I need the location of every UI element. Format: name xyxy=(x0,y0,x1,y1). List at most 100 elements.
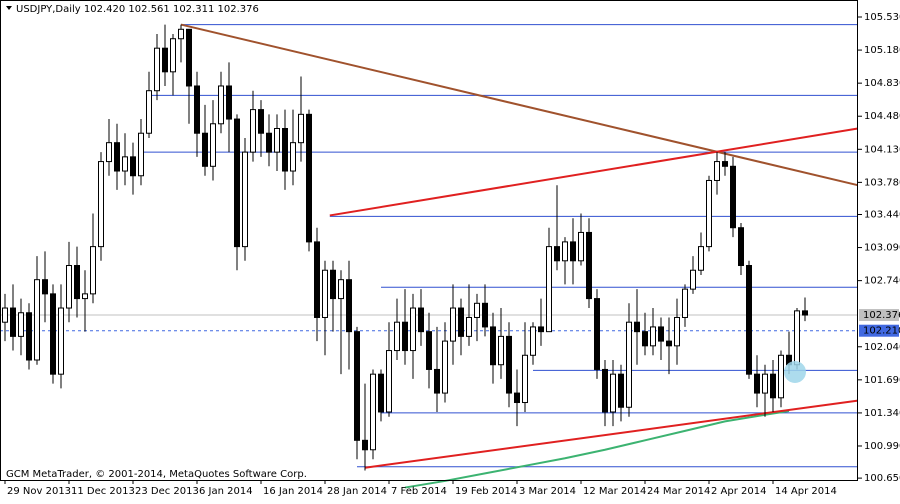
candle-body xyxy=(178,28,184,40)
trendline xyxy=(329,127,858,217)
candle-body xyxy=(658,326,664,342)
candle-body xyxy=(362,439,368,451)
x-tick-label: 11 Dec 2013 xyxy=(71,486,135,497)
candle-body xyxy=(602,368,608,413)
candle-body xyxy=(386,350,392,413)
candle-body xyxy=(762,373,768,394)
candle-body xyxy=(650,326,656,347)
x-tick-label: 3 Mar 2014 xyxy=(519,486,576,497)
candle-body xyxy=(378,373,384,413)
candle-body xyxy=(466,316,472,337)
x-tick-label: 28 Jan 2014 xyxy=(327,486,387,497)
candle-body xyxy=(538,326,544,333)
x-tick-label: 2 Apr 2014 xyxy=(711,486,766,497)
candle-body xyxy=(10,307,16,337)
candle-body xyxy=(418,307,424,333)
candle-body xyxy=(642,331,648,347)
x-tick-label: 19 Feb 2014 xyxy=(455,486,517,497)
candle-body xyxy=(162,47,168,73)
candle-body xyxy=(498,335,504,366)
candle-body xyxy=(194,85,200,134)
candle-body xyxy=(402,321,408,352)
candle-body xyxy=(770,373,776,399)
candle-body xyxy=(154,47,160,92)
price-box-label: 102.376 xyxy=(863,310,900,321)
candle-body xyxy=(746,265,752,375)
candle-body xyxy=(474,302,480,318)
candle-body xyxy=(50,293,56,375)
menu-arrow[interactable] xyxy=(6,6,12,10)
candle-body xyxy=(202,132,208,167)
candle-body xyxy=(442,340,448,394)
candle-body xyxy=(778,354,784,399)
candle-body xyxy=(570,241,576,262)
candle-body xyxy=(522,354,528,404)
x-tick-label: 7 Feb 2014 xyxy=(391,486,447,497)
candle-body xyxy=(490,326,496,366)
candle-body xyxy=(514,392,520,404)
candle-body xyxy=(370,373,376,451)
y-tick-label: 100.650 xyxy=(864,473,900,484)
y-tick-label: 100.990 xyxy=(864,441,900,452)
candle-body xyxy=(146,90,152,134)
candle-body xyxy=(354,331,360,441)
candle-body xyxy=(346,279,352,333)
candle-body xyxy=(482,302,488,328)
candle-body xyxy=(554,246,560,262)
price-box xyxy=(859,324,899,337)
candle-body xyxy=(66,265,72,309)
candle-body xyxy=(530,326,536,356)
candle-body xyxy=(186,28,192,87)
moving-average xyxy=(404,410,790,489)
candle-body xyxy=(130,156,136,177)
candle-body xyxy=(2,307,8,323)
candle-body xyxy=(738,227,744,267)
plot-border xyxy=(0,0,858,481)
x-tick-label: 12 Mar 2014 xyxy=(583,486,646,497)
candle-body xyxy=(322,269,328,318)
y-tick-label: 103.090 xyxy=(864,243,900,254)
x-tick-label: 16 Jan 2014 xyxy=(263,486,323,497)
candle-body xyxy=(714,161,720,181)
candle-body xyxy=(394,321,400,352)
candle-body xyxy=(98,161,104,248)
candle-body xyxy=(106,142,112,163)
y-tick-label: 103.440 xyxy=(864,209,900,220)
candle-body xyxy=(82,293,88,300)
candle-body xyxy=(458,307,464,337)
candle-body xyxy=(546,246,552,333)
y-tick-label: 102.740 xyxy=(864,276,900,287)
x-tick-label: 29 Nov 2013 xyxy=(7,486,71,497)
candle-body xyxy=(626,321,632,408)
candle-body xyxy=(274,128,280,153)
candle-body xyxy=(314,241,320,318)
candle-body xyxy=(34,279,40,361)
x-tick-label: 14 Apr 2014 xyxy=(775,486,837,497)
candle-body xyxy=(218,85,224,125)
candle-body xyxy=(338,279,344,300)
trendline xyxy=(180,23,859,187)
y-tick-label: 105.530 xyxy=(864,12,900,23)
candle-body xyxy=(610,373,616,413)
candle-body xyxy=(682,288,688,318)
candle-body xyxy=(698,246,704,271)
copyright: GCM MetaTrader, © 2001-2014, MetaQuotes … xyxy=(6,469,307,480)
candle-body xyxy=(170,38,176,73)
candle-body xyxy=(122,156,128,172)
candle-body xyxy=(226,85,232,120)
candle-body xyxy=(114,142,120,172)
candle-body xyxy=(562,241,568,262)
candle-body xyxy=(242,151,248,248)
candle-body xyxy=(90,246,96,295)
candle-body xyxy=(410,307,416,352)
candle-body xyxy=(434,368,440,394)
candle-body xyxy=(258,109,264,134)
candle-body xyxy=(754,373,760,394)
price-box-label: 102.210 xyxy=(863,326,900,337)
y-tick-label: 101.690 xyxy=(864,375,900,386)
candle-body xyxy=(298,113,304,144)
candle-body xyxy=(138,132,144,177)
candle-body xyxy=(282,128,288,172)
